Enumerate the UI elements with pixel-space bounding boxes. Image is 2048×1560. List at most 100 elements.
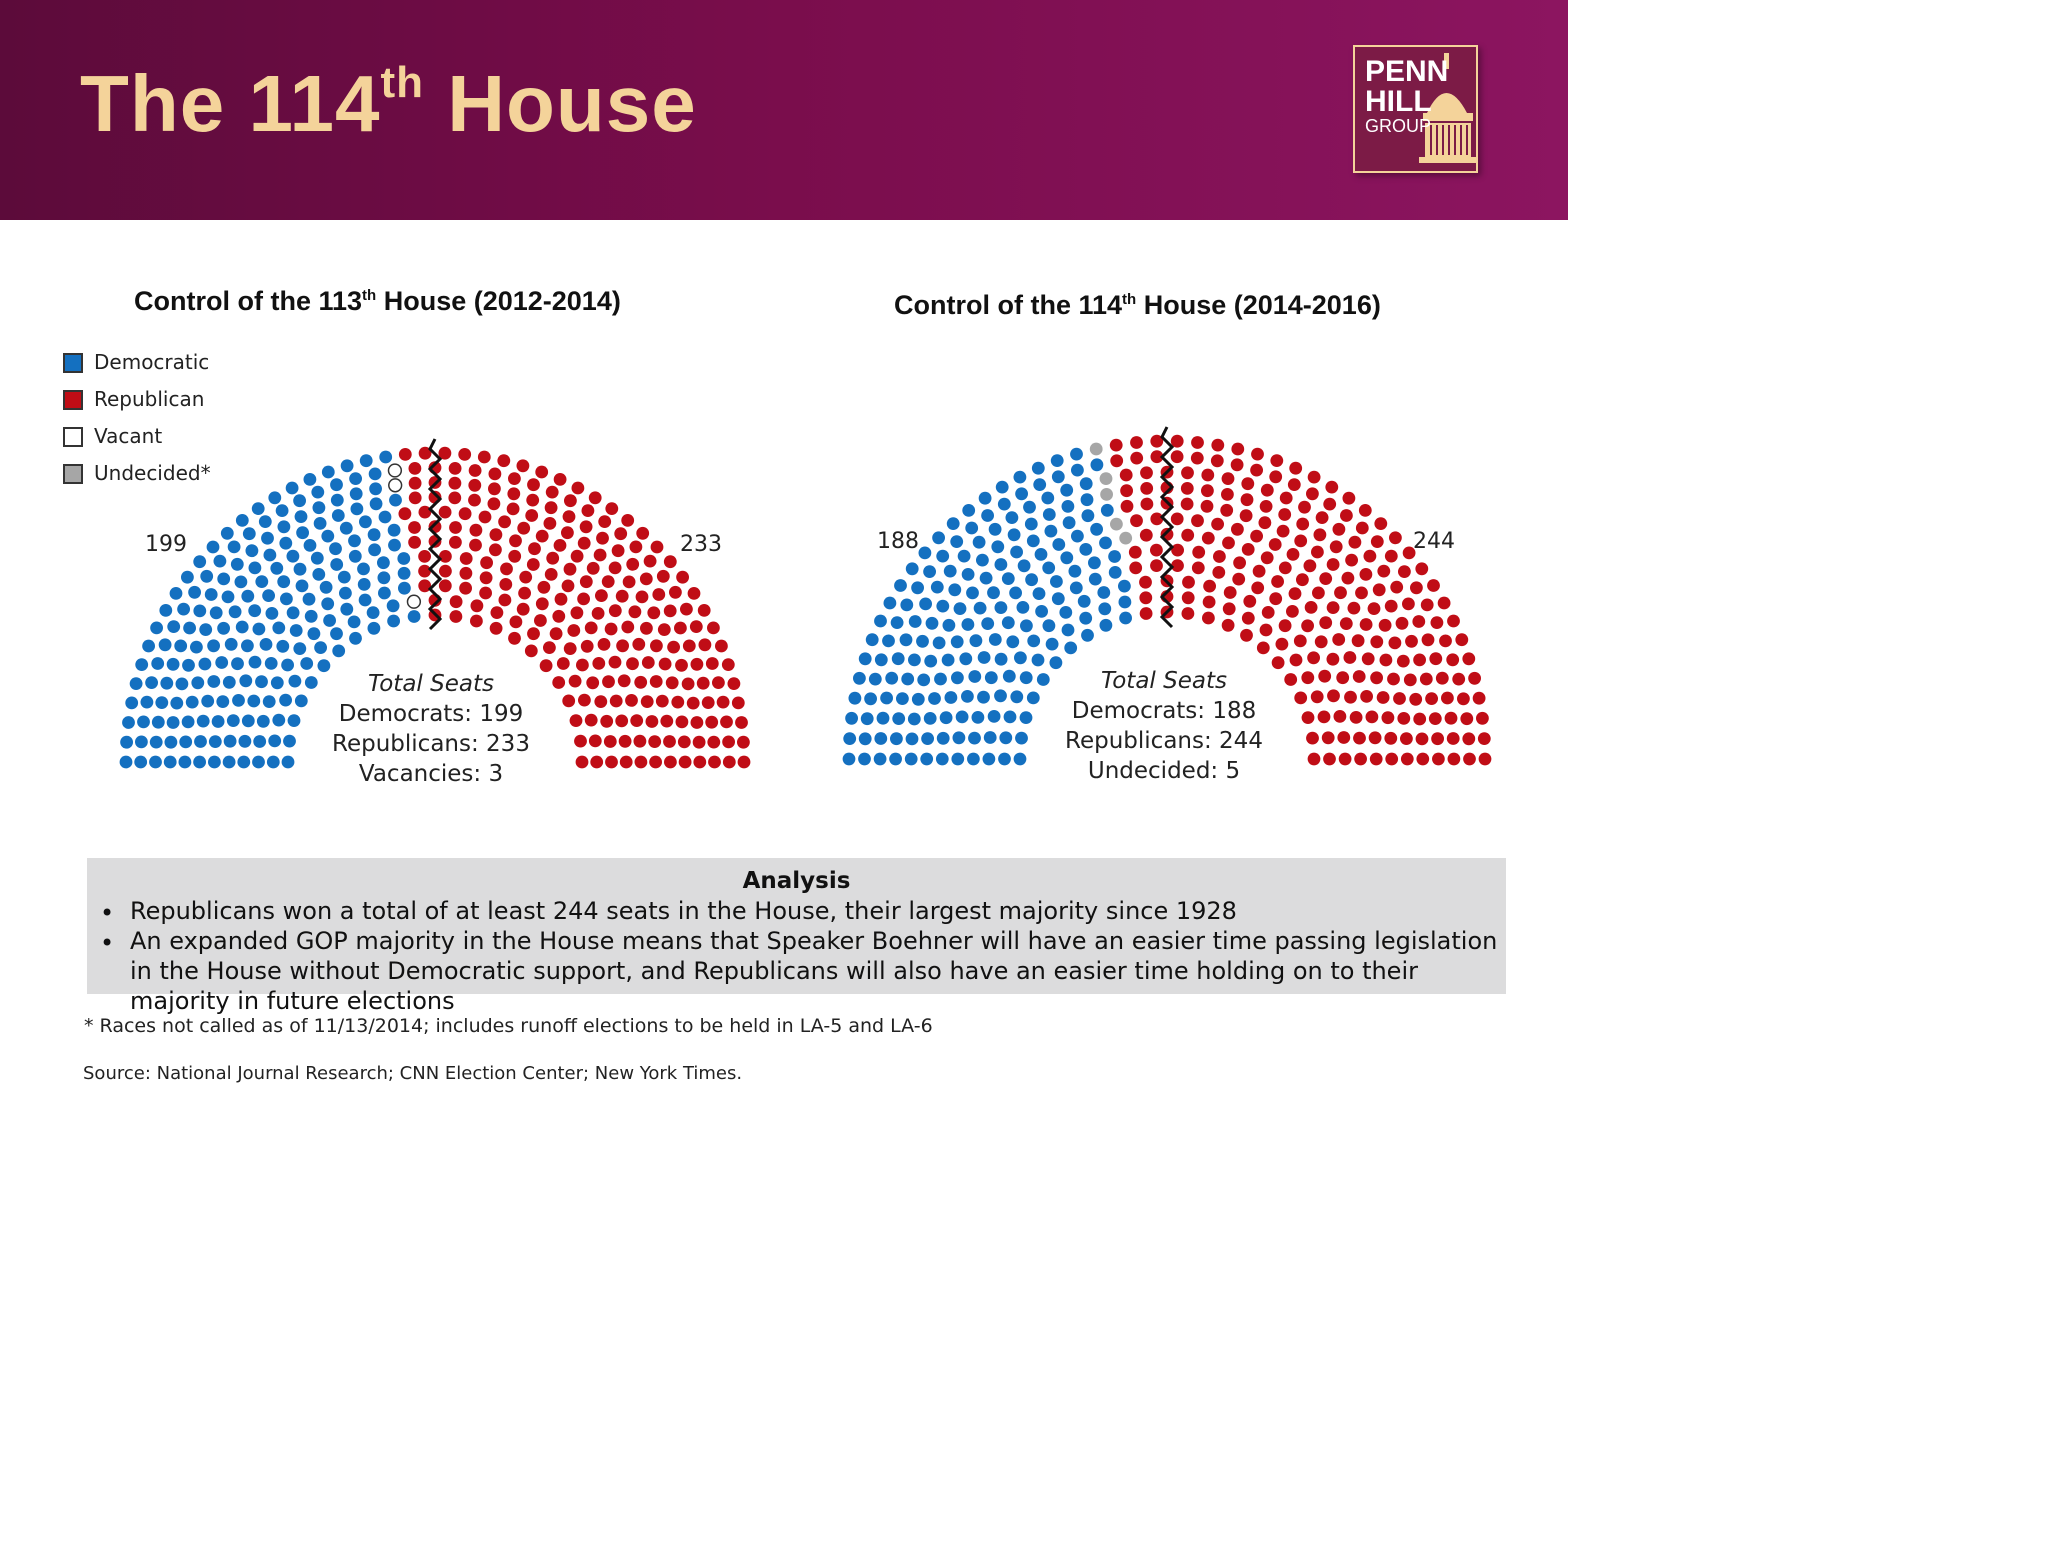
- seat-dot-republican: [698, 638, 712, 652]
- seat-dot-democratic: [901, 672, 915, 686]
- seat-dot-democratic: [1045, 637, 1059, 651]
- legend-swatch-vacant: [63, 427, 83, 447]
- seat-dot-democratic: [1003, 710, 1017, 724]
- seat-dot-republican: [1341, 571, 1355, 585]
- seat-dot-democratic: [987, 586, 1000, 600]
- seat-dot-democratic: [894, 579, 907, 592]
- seat-dot-republican: [544, 501, 558, 515]
- seat-dot-democratic: [198, 657, 212, 671]
- seat-dot-democratic: [998, 752, 1011, 766]
- seat-dot-democratic: [135, 658, 149, 671]
- seat-dot-republican: [664, 755, 677, 769]
- seat-dot-democratic: [235, 620, 249, 634]
- seat-dot-democratic: [1090, 522, 1103, 536]
- seat-dot-republican: [1460, 712, 1474, 726]
- seat-dot-democratic: [936, 599, 950, 613]
- seat-dot-democratic: [281, 755, 295, 769]
- seat-dot-republican: [615, 714, 629, 728]
- seat-dot-republican: [552, 609, 566, 623]
- seat-dot-democratic: [1081, 509, 1095, 523]
- seat-dot-democratic: [253, 735, 267, 748]
- seat-dot-democratic: [279, 536, 293, 550]
- totals-113th-republicans: Republicans: 233: [332, 731, 530, 757]
- seat-dot-democratic: [977, 651, 991, 664]
- seat-dot-democratic: [142, 639, 156, 653]
- seat-dot-republican: [707, 735, 721, 749]
- seat-dot-democratic: [1071, 463, 1084, 477]
- seat-dot-republican: [634, 675, 648, 689]
- seat-dot-republican: [1325, 480, 1339, 494]
- seat-dot-republican: [681, 677, 695, 691]
- seat-dot-republican: [528, 542, 541, 556]
- seat-dot-republican: [1260, 551, 1274, 565]
- seat-dot-democratic: [369, 497, 383, 511]
- seat-dot-democratic: [358, 593, 372, 607]
- seat-dot-republican: [553, 473, 567, 486]
- seat-dot-republican: [516, 459, 530, 473]
- seat-dot-democratic: [357, 562, 370, 576]
- seat-dot-republican: [1303, 559, 1317, 573]
- seat-dot-democratic: [1034, 548, 1048, 561]
- seat-dot-republican: [1278, 561, 1292, 575]
- seat-dot-republican: [1444, 711, 1458, 725]
- seat-dot-democratic: [1013, 752, 1027, 766]
- seat-dot-republican: [1304, 601, 1318, 614]
- seat-dot-republican: [1213, 550, 1226, 563]
- seat-count-rep-113: 233: [680, 532, 722, 557]
- seat-dot-republican: [1387, 672, 1400, 686]
- seat-dot-democratic: [916, 634, 929, 648]
- seat-dot-undecided: [1089, 442, 1103, 456]
- seat-dot-republican: [1437, 596, 1451, 610]
- seat-dot-democratic: [1026, 691, 1040, 705]
- seat-dot-vacant: [387, 463, 403, 478]
- seat-dot-democratic: [179, 735, 193, 749]
- seat-dot-democratic: [1032, 587, 1046, 600]
- seat-dot-republican: [564, 494, 577, 508]
- seat-dot-republican: [1374, 517, 1388, 530]
- seat-dot-republican: [571, 481, 585, 495]
- seat-dot-republican: [1241, 611, 1255, 625]
- seat-dot-democratic: [120, 735, 133, 749]
- seat-dot-democratic: [950, 535, 964, 548]
- seat-dot-republican: [1289, 653, 1303, 667]
- seat-dot-republican: [1261, 606, 1275, 619]
- seat-dot-democratic: [889, 752, 902, 766]
- page-title: The 114th House: [80, 58, 697, 150]
- seat-dot-democratic: [160, 676, 174, 690]
- seat-dot-republican: [1286, 548, 1300, 561]
- seat-dot-republican: [1221, 618, 1235, 632]
- hemicycle-114th: [842, 426, 1492, 766]
- seat-dot-democratic: [319, 580, 333, 594]
- seat-dot-republican: [1397, 712, 1411, 725]
- seat-dot-republican: [1260, 483, 1274, 497]
- seat-dot-democratic: [222, 675, 236, 689]
- seat-dot-democratic: [932, 636, 946, 650]
- seat-dot-republican: [554, 592, 568, 606]
- seat-dot-democratic: [874, 732, 888, 745]
- seat-dot-republican: [608, 655, 622, 669]
- seat-dot-republican: [468, 478, 482, 492]
- seat-dot-democratic: [1060, 483, 1074, 497]
- seat-dot-democratic: [252, 755, 265, 769]
- seat-dot-democratic: [951, 671, 964, 685]
- seat-dot-democratic: [925, 616, 939, 630]
- seat-dot-republican: [1279, 491, 1293, 505]
- seat-dot-republican: [1306, 487, 1319, 501]
- seat-dot-democratic: [183, 621, 197, 635]
- seat-dot-republican: [1120, 499, 1134, 513]
- seat-dot-republican: [617, 674, 631, 688]
- seat-dot-republican: [1171, 543, 1184, 557]
- seat-dot-republican: [618, 734, 632, 748]
- seat-dot-republican: [1240, 628, 1253, 642]
- seat-dot-democratic: [1061, 623, 1075, 637]
- seat-dot-democratic: [366, 606, 380, 619]
- seat-dot-democratic: [920, 752, 934, 766]
- seat-dot-democratic: [962, 504, 976, 517]
- seat-dot-democratic: [1015, 487, 1028, 501]
- seat-dot-republican: [535, 465, 549, 479]
- seat-dot-republican: [439, 550, 452, 563]
- seat-dot-democratic: [357, 578, 371, 591]
- seat-dot-democratic: [1051, 592, 1065, 606]
- seat-dot-republican: [556, 657, 570, 670]
- seat-dot-republican: [1250, 463, 1263, 477]
